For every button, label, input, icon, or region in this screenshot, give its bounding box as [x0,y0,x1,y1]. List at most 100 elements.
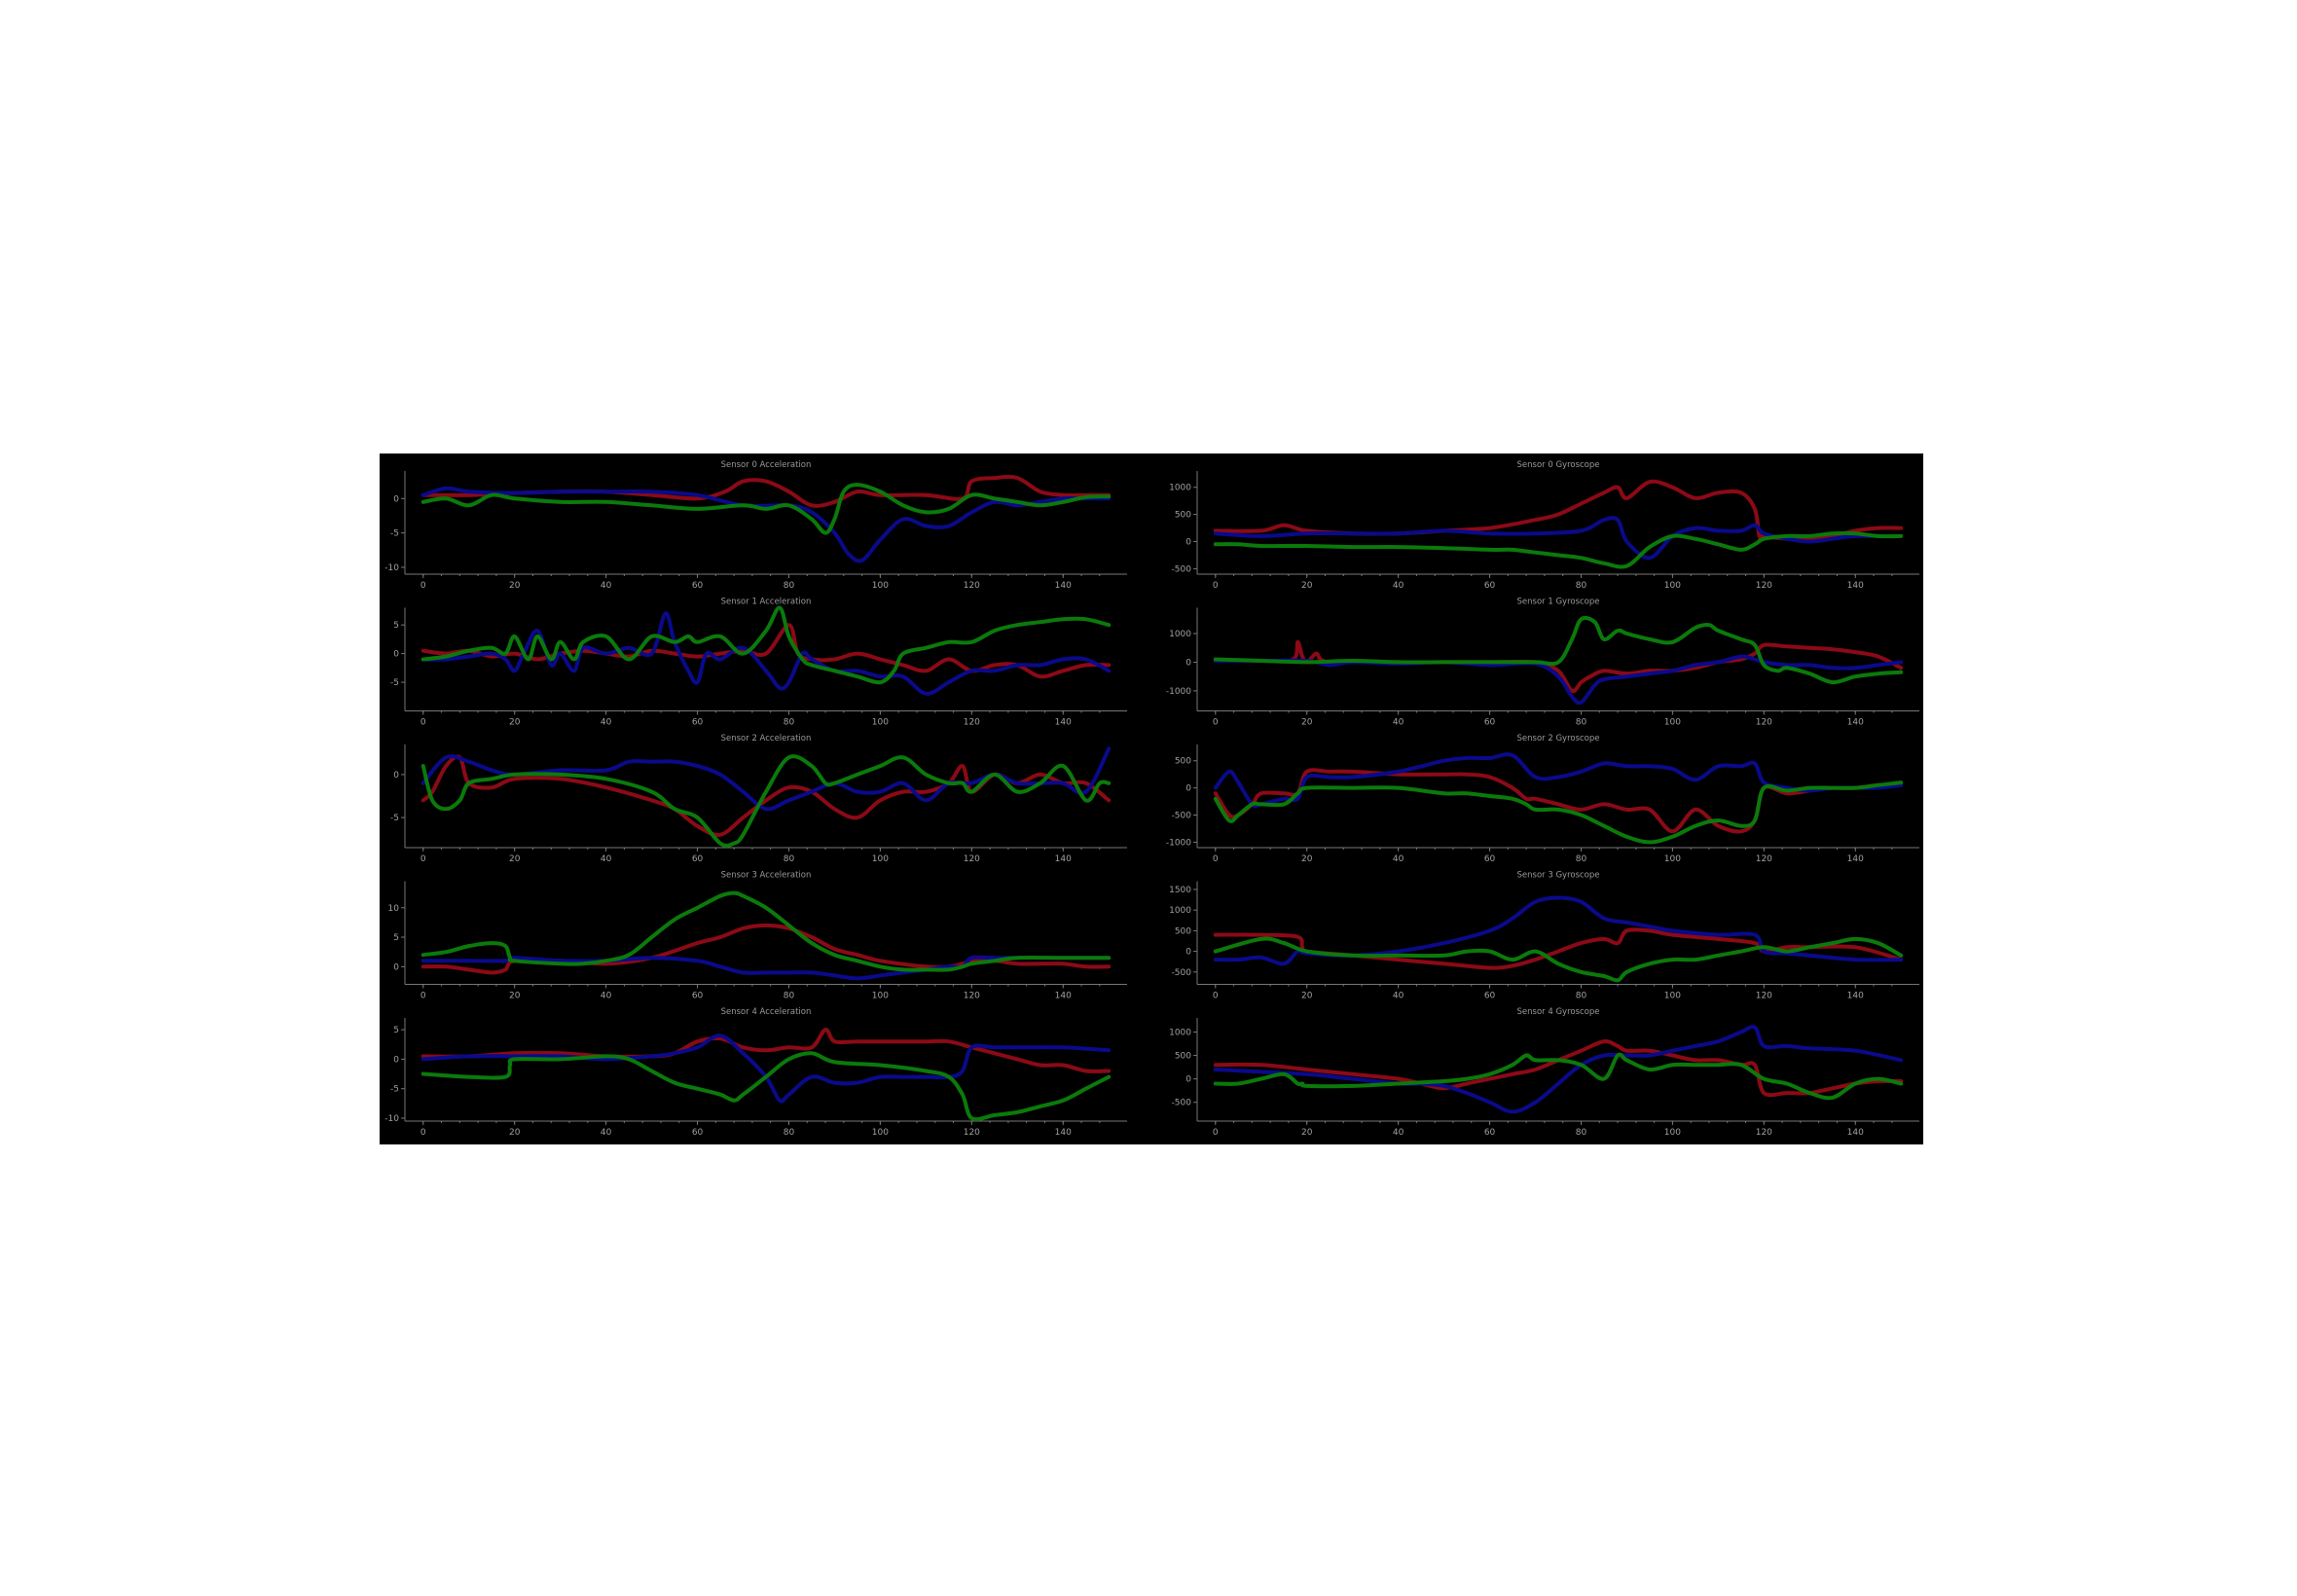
y-tick-label: 0 [1185,538,1191,548]
x-tick-label: 120 [964,718,980,728]
panel-title: Sensor 1 Acceleration [721,598,812,607]
y-tick-label: 0 [1185,1075,1191,1085]
x-tick-label: 100 [872,718,889,728]
y-tick-label: -10 [384,563,399,573]
x-tick-label: 120 [964,581,980,591]
x-tick-label: 20 [509,992,521,1001]
x-tick-label: 120 [964,1128,980,1138]
series-line-2 [1213,530,1904,569]
x-tick-label: 0 [1213,854,1219,864]
series-line-0 [420,754,1112,837]
series-line-2 [1213,1052,1904,1101]
x-tick-label: 60 [692,854,704,864]
y-tick-label: 0 [393,650,399,660]
y-tick-label: 5 [393,933,399,943]
series-line-2 [1213,936,1904,983]
x-tick-label: 60 [1484,718,1496,728]
x-tick-label: 140 [1847,854,1864,864]
y-tick-label: 10 [388,904,400,914]
x-tick-label: 40 [601,581,612,591]
x-tick-label: 140 [1055,992,1072,1001]
x-tick-label: 20 [1301,854,1313,864]
y-tick-label: 0 [1185,948,1191,958]
x-tick-label: 120 [1756,718,1772,728]
x-tick-label: 20 [1301,1128,1313,1138]
x-tick-label: 60 [692,718,704,728]
y-tick-label: 500 [1175,511,1191,521]
y-tick-label: 0 [1185,658,1191,668]
x-tick-label: 0 [1213,1128,1219,1138]
y-tick-label: -500 [1172,812,1192,821]
x-tick-label: 20 [509,1128,521,1138]
series-line-2 [420,1051,1112,1121]
panel-title: Sensor 4 Gyroscope [1517,1007,1600,1017]
x-tick-label: 80 [1576,854,1587,864]
series-line-2 [420,754,1112,848]
y-tick-label: -10 [384,1114,399,1124]
x-tick-label: 100 [872,854,889,864]
x-tick-label: 20 [1301,992,1313,1001]
panel-sensor-3-acceleration: Sensor 3 Acceleration 0 20 40 60 80 100 120 140 0… [388,871,1127,1001]
x-tick-label: 60 [692,1128,704,1138]
series-line-2 [420,483,1112,535]
series-line-1 [1213,516,1904,561]
x-tick-label: 100 [1664,992,1681,1001]
series-line-0 [420,1028,1112,1073]
y-tick-label: 1000 [1169,630,1191,639]
x-tick-label: 140 [1847,1128,1864,1138]
panel-sensor-0-acceleration: Sensor 0 Acceleration 0 20 40 60 80 100 120 140 -… [384,460,1127,591]
x-tick-label: 140 [1055,581,1072,591]
y-tick-label: 1000 [1169,906,1191,916]
panel-sensor-3-gyroscope: Sensor 3 Gyroscope 0 20 40 60 80 100 120 140 -500… [1169,871,1919,1001]
x-tick-label: 140 [1055,718,1072,728]
x-tick-label: 100 [1664,854,1681,864]
panel-title: Sensor 3 Acceleration [721,871,812,881]
y-tick-label: -5 [390,814,399,823]
x-tick-label: 40 [601,718,612,728]
x-tick-label: 20 [509,718,521,728]
x-tick-label: 140 [1847,992,1864,1001]
panel-sensor-0-gyroscope: Sensor 0 Gyroscope 0 20 40 60 80 100 120 140 -500… [1169,460,1919,591]
x-tick-label: 40 [1393,854,1404,864]
panel-title: Sensor 0 Acceleration [721,460,812,470]
series-line-1 [420,1034,1112,1104]
x-tick-label: 0 [420,1128,426,1138]
series-line-1 [1213,752,1904,809]
x-tick-label: 120 [1756,854,1772,864]
y-tick-label: 1000 [1169,484,1191,493]
x-tick-label: 0 [1213,718,1219,728]
panel-sensor-4-gyroscope: Sensor 4 Gyroscope 0 20 40 60 80 100 120 140 -500… [1169,1007,1919,1138]
x-tick-label: 120 [1756,992,1772,1001]
x-tick-label: 140 [1847,718,1864,728]
panel-sensor-4-acceleration: Sensor 4 Acceleration 0 20 40 60 80 100 120 140 -… [384,1007,1127,1138]
x-tick-label: 60 [692,992,704,1001]
x-tick-label: 80 [784,854,795,864]
series-line-2 [1213,616,1904,685]
y-tick-label: 1000 [1169,1028,1191,1037]
y-tick-label: 0 [393,771,399,780]
x-tick-label: 0 [1213,581,1219,591]
x-tick-label: 80 [1576,992,1587,1001]
panel-sensor-2-gyroscope: Sensor 2 Gyroscope 0 20 40 60 80 100 120 140 -100… [1166,734,1919,864]
x-tick-label: 40 [601,854,612,864]
series-line-0 [1213,479,1904,542]
x-tick-label: 0 [420,854,426,864]
y-tick-label: -5 [390,678,399,688]
y-tick-label: -5 [390,529,399,539]
x-tick-label: 100 [1664,718,1681,728]
y-tick-label: 0 [1185,784,1191,794]
x-tick-label: 60 [692,581,704,591]
series-line-1 [420,611,1112,696]
x-tick-label: 20 [509,854,521,864]
panel-title: Sensor 4 Acceleration [721,1007,812,1017]
y-tick-label: -500 [1172,1099,1192,1108]
x-tick-label: 60 [1484,581,1496,591]
series-line-0 [420,923,1112,975]
series-line-0 [1213,768,1904,834]
x-tick-label: 140 [1055,1128,1072,1138]
y-tick-label: 500 [1175,757,1191,767]
x-tick-label: 80 [784,581,795,591]
x-tick-label: 0 [420,718,426,728]
x-tick-label: 40 [601,992,612,1001]
